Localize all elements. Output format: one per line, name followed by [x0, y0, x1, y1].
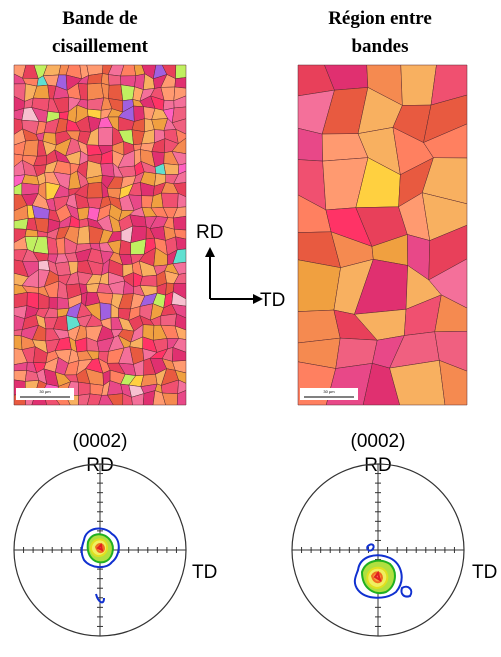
- grain: [100, 162, 115, 178]
- grain: [163, 163, 180, 175]
- title: bandes: [351, 36, 408, 57]
- grain: [86, 181, 103, 199]
- grain: [297, 259, 341, 312]
- grain: [22, 139, 39, 157]
- grain: [13, 335, 23, 350]
- grain: [87, 73, 103, 85]
- grain: [89, 383, 104, 396]
- grain: [120, 84, 135, 101]
- grain: [400, 64, 437, 106]
- contour: [80, 527, 120, 568]
- grain: [87, 82, 105, 101]
- grain: [13, 292, 28, 309]
- grain: [139, 274, 158, 287]
- contour: [373, 570, 382, 583]
- grain: [119, 239, 132, 255]
- grain: [172, 216, 187, 231]
- contour: [95, 593, 105, 604]
- contour: [353, 554, 403, 599]
- scale-label: 30 µm: [39, 389, 51, 394]
- grain: [108, 84, 124, 101]
- orientation-map: [13, 64, 187, 406]
- grain: [21, 182, 40, 196]
- plane-label: (0002): [73, 431, 128, 452]
- grain: [438, 359, 468, 406]
- grain: [175, 64, 187, 79]
- title: Bande de: [62, 8, 138, 29]
- plane-label: (0002): [351, 431, 406, 452]
- title: cisaillement: [52, 36, 149, 57]
- orientation-map: [297, 64, 468, 406]
- grain: [174, 77, 187, 89]
- grain: [48, 296, 58, 310]
- contour: [366, 543, 375, 552]
- contours: [353, 543, 413, 599]
- axis-label: TD: [260, 290, 285, 311]
- td-label: TD: [472, 562, 497, 583]
- scale-label: 30 µm: [323, 389, 335, 394]
- pole-figure: [291, 463, 465, 637]
- grain: [161, 192, 179, 208]
- grain: [98, 126, 114, 146]
- axis-label: RD: [196, 222, 223, 243]
- grain: [297, 309, 341, 344]
- grain: [24, 229, 39, 238]
- grain: [13, 370, 27, 382]
- contours: [80, 527, 120, 604]
- td-label: TD: [192, 562, 217, 583]
- grain: [297, 127, 323, 162]
- contour: [400, 585, 413, 598]
- grain: [176, 390, 187, 406]
- grain: [160, 313, 177, 327]
- grain: [107, 74, 122, 86]
- contour: [96, 542, 104, 552]
- grain: [55, 261, 71, 276]
- grain: [389, 360, 446, 406]
- grain: [76, 225, 91, 245]
- grain: [99, 302, 112, 321]
- grain: [175, 236, 187, 251]
- grain: [56, 297, 70, 310]
- grain: [77, 381, 91, 396]
- title: Région entre: [328, 8, 432, 29]
